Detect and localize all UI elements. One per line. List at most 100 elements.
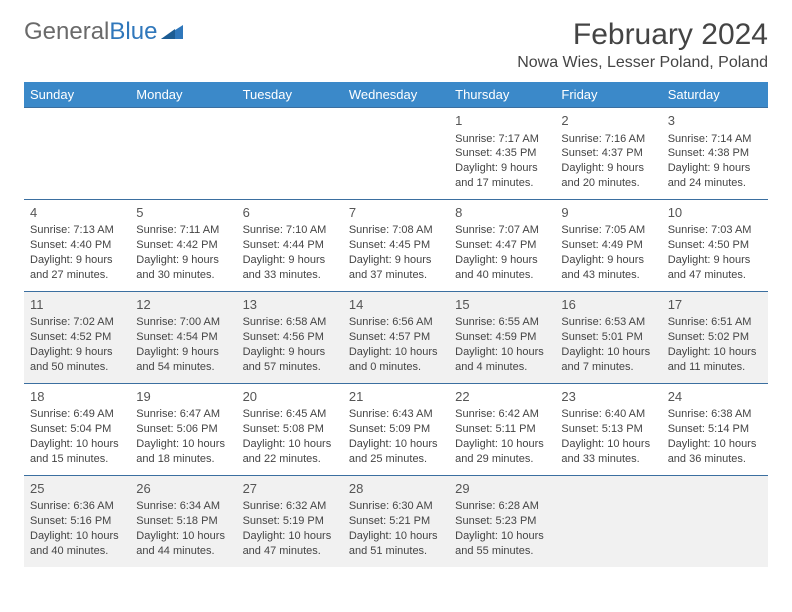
sunset-text: Sunset: 5:01 PM xyxy=(561,330,655,345)
day-header-row: Sunday Monday Tuesday Wednesday Thursday… xyxy=(24,82,768,108)
sunset-text: Sunset: 4:47 PM xyxy=(455,238,549,253)
title-block: February 2024 Nowa Wies, Lesser Poland, … xyxy=(517,18,768,72)
day-number: 22 xyxy=(455,388,549,406)
daylight-text: Daylight: 10 hours and 36 minutes. xyxy=(668,437,762,467)
calendar-week-row: 1Sunrise: 7:17 AMSunset: 4:35 PMDaylight… xyxy=(24,108,768,200)
calendar-cell: 23Sunrise: 6:40 AMSunset: 5:13 PMDayligh… xyxy=(555,383,661,475)
location-subtitle: Nowa Wies, Lesser Poland, Poland xyxy=(517,54,768,72)
sunrise-text: Sunrise: 6:42 AM xyxy=(455,407,549,422)
day-number: 9 xyxy=(561,204,655,222)
logo-text-blue: Blue xyxy=(109,18,157,46)
month-title: February 2024 xyxy=(517,18,768,52)
calendar-week-row: 11Sunrise: 7:02 AMSunset: 4:52 PMDayligh… xyxy=(24,291,768,383)
sunrise-text: Sunrise: 7:08 AM xyxy=(349,223,443,238)
calendar-week-row: 18Sunrise: 6:49 AMSunset: 5:04 PMDayligh… xyxy=(24,383,768,475)
calendar-cell: 16Sunrise: 6:53 AMSunset: 5:01 PMDayligh… xyxy=(555,291,661,383)
daylight-text: Daylight: 10 hours and 15 minutes. xyxy=(30,437,124,467)
sunrise-text: Sunrise: 6:49 AM xyxy=(30,407,124,422)
day-number: 14 xyxy=(349,296,443,314)
sunrise-text: Sunrise: 6:43 AM xyxy=(349,407,443,422)
daylight-text: Daylight: 10 hours and 22 minutes. xyxy=(243,437,337,467)
sunrise-text: Sunrise: 7:02 AM xyxy=(30,315,124,330)
calendar-cell: 11Sunrise: 7:02 AMSunset: 4:52 PMDayligh… xyxy=(24,291,130,383)
daylight-text: Daylight: 9 hours and 50 minutes. xyxy=(30,345,124,375)
day-number: 29 xyxy=(455,480,549,498)
daylight-text: Daylight: 9 hours and 33 minutes. xyxy=(243,253,337,283)
calendar-cell: 3Sunrise: 7:14 AMSunset: 4:38 PMDaylight… xyxy=(662,108,768,200)
sunset-text: Sunset: 4:37 PM xyxy=(561,146,655,161)
sunset-text: Sunset: 5:16 PM xyxy=(30,514,124,529)
sunset-text: Sunset: 5:23 PM xyxy=(455,514,549,529)
sunrise-text: Sunrise: 6:51 AM xyxy=(668,315,762,330)
calendar-cell: 18Sunrise: 6:49 AMSunset: 5:04 PMDayligh… xyxy=(24,383,130,475)
calendar-cell: 17Sunrise: 6:51 AMSunset: 5:02 PMDayligh… xyxy=(662,291,768,383)
day-number: 28 xyxy=(349,480,443,498)
calendar-cell: 9Sunrise: 7:05 AMSunset: 4:49 PMDaylight… xyxy=(555,199,661,291)
sunset-text: Sunset: 4:50 PM xyxy=(668,238,762,253)
calendar-week-row: 4Sunrise: 7:13 AMSunset: 4:40 PM Daylight… xyxy=(24,199,768,291)
sunrise-text: Sunrise: 7:10 AM xyxy=(243,223,337,238)
day-number: 5 xyxy=(136,204,230,222)
sunrise-text: Sunrise: 6:36 AM xyxy=(30,499,124,514)
day-number: 25 xyxy=(30,480,124,498)
day-header: Saturday xyxy=(662,82,768,108)
sunrise-text: Sunrise: 7:13 AM xyxy=(30,223,124,238)
calendar-cell: 29Sunrise: 6:28 AMSunset: 5:23 PMDayligh… xyxy=(449,475,555,566)
day-number: 15 xyxy=(455,296,549,314)
day-header: Tuesday xyxy=(237,82,343,108)
sunset-text: Sunset: 4:57 PM xyxy=(349,330,443,345)
sunrise-text: Sunrise: 7:16 AM xyxy=(561,132,655,147)
sunrise-text: Sunrise: 7:14 AM xyxy=(668,132,762,147)
sunrise-text: Sunrise: 6:30 AM xyxy=(349,499,443,514)
day-number: 6 xyxy=(243,204,337,222)
daylight-text: Daylight: 10 hours and 51 minutes. xyxy=(349,529,443,559)
sunrise-text: Sunrise: 6:56 AM xyxy=(349,315,443,330)
sunset-text: Sunset: 4:45 PM xyxy=(349,238,443,253)
sunset-text: Sunset: 5:18 PM xyxy=(136,514,230,529)
day-number: 20 xyxy=(243,388,337,406)
sunrise-text: Sunrise: 7:11 AM xyxy=(136,223,230,238)
sunrise-text: Sunrise: 7:07 AM xyxy=(455,223,549,238)
daylight-text: Daylight: 10 hours and 44 minutes. xyxy=(136,529,230,559)
calendar-cell: 15Sunrise: 6:55 AMSunset: 4:59 PMDayligh… xyxy=(449,291,555,383)
sunrise-text: Sunrise: 7:05 AM xyxy=(561,223,655,238)
daylight-text: Daylight: 9 hours and 54 minutes. xyxy=(136,345,230,375)
sunset-text: Sunset: 4:40 PM xyxy=(30,238,124,253)
sunrise-text: Sunrise: 7:03 AM xyxy=(668,223,762,238)
sunset-text: Sunset: 5:19 PM xyxy=(243,514,337,529)
logo-triangle-icon xyxy=(161,18,183,46)
sunrise-text: Sunrise: 6:53 AM xyxy=(561,315,655,330)
calendar-cell: 22Sunrise: 6:42 AMSunset: 5:11 PMDayligh… xyxy=(449,383,555,475)
daylight-text: Daylight: 10 hours and 0 minutes. xyxy=(349,345,443,375)
daylight-text: Daylight: 9 hours and 37 minutes. xyxy=(349,253,443,283)
sunset-text: Sunset: 4:52 PM xyxy=(30,330,124,345)
sunrise-text: Sunrise: 6:28 AM xyxy=(455,499,549,514)
day-number: 17 xyxy=(668,296,762,314)
calendar-cell: 2Sunrise: 7:16 AMSunset: 4:37 PMDaylight… xyxy=(555,108,661,200)
sunrise-text: Sunrise: 6:38 AM xyxy=(668,407,762,422)
sunset-text: Sunset: 5:02 PM xyxy=(668,330,762,345)
calendar-cell: 6Sunrise: 7:10 AMSunset: 4:44 PMDaylight… xyxy=(237,199,343,291)
sunrise-text: Sunrise: 7:17 AM xyxy=(455,132,549,147)
daylight-text: Daylight: 10 hours and 55 minutes. xyxy=(455,529,549,559)
day-number: 4 xyxy=(30,204,124,222)
daylight-text: Daylight: 10 hours and 29 minutes. xyxy=(455,437,549,467)
sunrise-text: Sunrise: 6:32 AM xyxy=(243,499,337,514)
day-number: 21 xyxy=(349,388,443,406)
calendar-cell: 27Sunrise: 6:32 AMSunset: 5:19 PMDayligh… xyxy=(237,475,343,566)
calendar-cell xyxy=(662,475,768,566)
daylight-text: Daylight: 10 hours and 18 minutes. xyxy=(136,437,230,467)
daylight-text: Daylight: 9 hours and 20 minutes. xyxy=(561,161,655,191)
day-number: 7 xyxy=(349,204,443,222)
calendar-cell: 1Sunrise: 7:17 AMSunset: 4:35 PMDaylight… xyxy=(449,108,555,200)
calendar-cell: 4Sunrise: 7:13 AMSunset: 4:40 PMDaylight… xyxy=(24,199,130,291)
sunset-text: Sunset: 4:56 PM xyxy=(243,330,337,345)
sunset-text: Sunset: 5:09 PM xyxy=(349,422,443,437)
day-number: 18 xyxy=(30,388,124,406)
calendar-cell: 10Sunrise: 7:03 AMSunset: 4:50 PMDayligh… xyxy=(662,199,768,291)
day-header: Monday xyxy=(130,82,236,108)
calendar-cell xyxy=(343,108,449,200)
sunset-text: Sunset: 5:06 PM xyxy=(136,422,230,437)
sunset-text: Sunset: 5:21 PM xyxy=(349,514,443,529)
day-number: 23 xyxy=(561,388,655,406)
